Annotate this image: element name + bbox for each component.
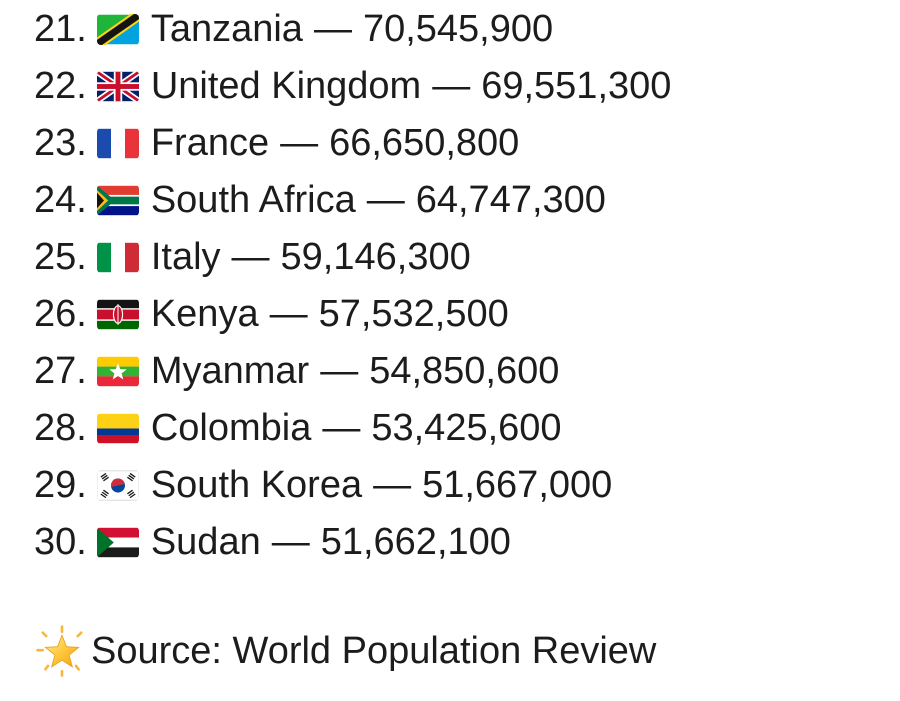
sudan-flag-icon bbox=[96, 527, 139, 558]
list-item: 30. Sudan — 51,662,100 bbox=[34, 514, 900, 571]
country-name: France bbox=[150, 122, 270, 164]
list-item: 25. Italy — 59,146,300 bbox=[34, 229, 900, 286]
rank-number: 29. bbox=[34, 464, 87, 506]
em-dash: — bbox=[432, 65, 471, 107]
population-post: 21. Tanzania — 70,545,900 22. United Kin… bbox=[34, 1, 900, 680]
list-item: 21. Tanzania — 70,545,900 bbox=[34, 1, 900, 58]
population-value: 64,747,300 bbox=[415, 179, 606, 221]
population-value: 51,667,000 bbox=[422, 464, 613, 506]
tanzania-flag-icon bbox=[96, 14, 139, 45]
population-value: 70,545,900 bbox=[362, 8, 554, 50]
rank-number: 30. bbox=[34, 521, 87, 563]
em-dash: — bbox=[320, 350, 359, 392]
list-item: 28. Colombia — 53,425,600 bbox=[34, 400, 900, 457]
list-item: 27. Myanmar — 54,850,600 bbox=[34, 343, 900, 400]
country-name: Sudan bbox=[150, 521, 261, 563]
population-value: 53,425,600 bbox=[371, 407, 562, 449]
population-value: 51,662,100 bbox=[320, 521, 511, 563]
rank-number: 24. bbox=[34, 179, 87, 221]
italy-flag-icon bbox=[96, 242, 139, 273]
united-kingdom-flag-icon bbox=[96, 71, 139, 102]
rank-number: 25. bbox=[34, 236, 87, 278]
south-korea-flag-icon bbox=[96, 470, 139, 501]
rank-number: 21. bbox=[34, 8, 87, 50]
country-name: United Kingdom bbox=[150, 65, 422, 107]
population-value: 57,532,500 bbox=[318, 293, 509, 335]
population-ranking-list: 21. Tanzania — 70,545,900 22. United Kin… bbox=[34, 1, 900, 571]
em-dash: — bbox=[322, 407, 361, 449]
glowing-star-icon bbox=[34, 622, 90, 680]
population-value: 66,650,800 bbox=[329, 122, 520, 164]
rank-number: 23. bbox=[34, 122, 87, 164]
rank-number: 22. bbox=[34, 65, 87, 107]
population-value: 59,146,300 bbox=[280, 236, 471, 278]
list-item: 23. France — 66,650,800 bbox=[34, 115, 900, 172]
population-value: 69,551,300 bbox=[481, 65, 672, 107]
country-name: Colombia bbox=[150, 407, 312, 449]
france-flag-icon bbox=[96, 128, 139, 159]
myanmar-flag-icon bbox=[96, 356, 139, 387]
country-name: South Africa bbox=[150, 179, 356, 221]
rank-number: 26. bbox=[34, 293, 87, 335]
em-dash: — bbox=[313, 8, 352, 50]
em-dash: — bbox=[280, 122, 319, 164]
colombia-flag-icon bbox=[96, 413, 139, 444]
country-name: Myanmar bbox=[150, 350, 310, 392]
em-dash: — bbox=[271, 521, 310, 563]
list-item: 26. Kenya — 57,532,500 bbox=[34, 286, 900, 343]
list-item: 29. South Korea — 51,667,000 bbox=[34, 457, 900, 514]
em-dash: — bbox=[373, 464, 412, 506]
em-dash: — bbox=[269, 293, 308, 335]
source-text: Source: World Population Review bbox=[91, 629, 657, 672]
em-dash: — bbox=[366, 179, 405, 221]
country-name: Italy bbox=[150, 236, 221, 278]
country-name: Tanzania bbox=[150, 8, 303, 50]
rank-number: 27. bbox=[34, 350, 87, 392]
population-value: 54,850,600 bbox=[369, 350, 560, 392]
country-name: Kenya bbox=[150, 293, 259, 335]
south-africa-flag-icon bbox=[96, 185, 139, 216]
em-dash: — bbox=[231, 236, 270, 278]
source-line: Source: World Population Review bbox=[34, 622, 900, 680]
country-name: South Korea bbox=[150, 464, 363, 506]
list-item: 24. South Africa — 64,747,300 bbox=[34, 172, 900, 229]
list-item: 22. United Kingdom — 69,551,300 bbox=[34, 58, 900, 115]
kenya-flag-icon bbox=[96, 299, 139, 330]
rank-number: 28. bbox=[34, 407, 87, 449]
